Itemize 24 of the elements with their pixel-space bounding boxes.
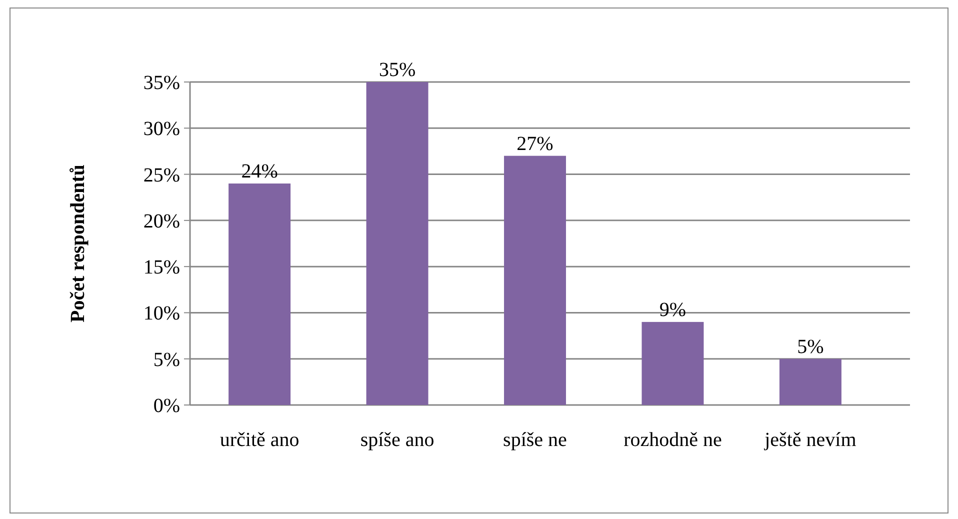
x-tick-label: určitě ano xyxy=(220,429,300,451)
x-tick-label: ještě nevím xyxy=(764,429,857,451)
x-tick-label: spíše ano xyxy=(360,429,434,451)
data-label: 35% xyxy=(378,59,416,81)
bar xyxy=(228,184,291,405)
bar xyxy=(366,82,428,405)
y-tick-label: 20% xyxy=(143,210,180,232)
data-label: 27% xyxy=(516,132,554,155)
y-tick-label: 10% xyxy=(143,302,180,325)
y-tick-label: 35% xyxy=(143,72,180,94)
data-label: 24% xyxy=(241,160,278,183)
y-tick-label: 30% xyxy=(143,118,180,140)
data-label: 5% xyxy=(797,336,824,358)
x-tick-label: spíše ne xyxy=(503,429,568,451)
data-label: 9% xyxy=(659,298,686,321)
y-tick-label: 0% xyxy=(153,395,180,417)
bar xyxy=(642,322,704,405)
y-tick-label: 5% xyxy=(153,348,180,371)
x-tick-label: rozhodně ne xyxy=(624,429,722,451)
bar xyxy=(504,156,566,405)
bar xyxy=(779,358,842,405)
y-axis-title: Počet respondentů xyxy=(67,164,89,322)
y-tick-label: 15% xyxy=(143,256,180,279)
y-tick-label: 25% xyxy=(143,164,180,186)
